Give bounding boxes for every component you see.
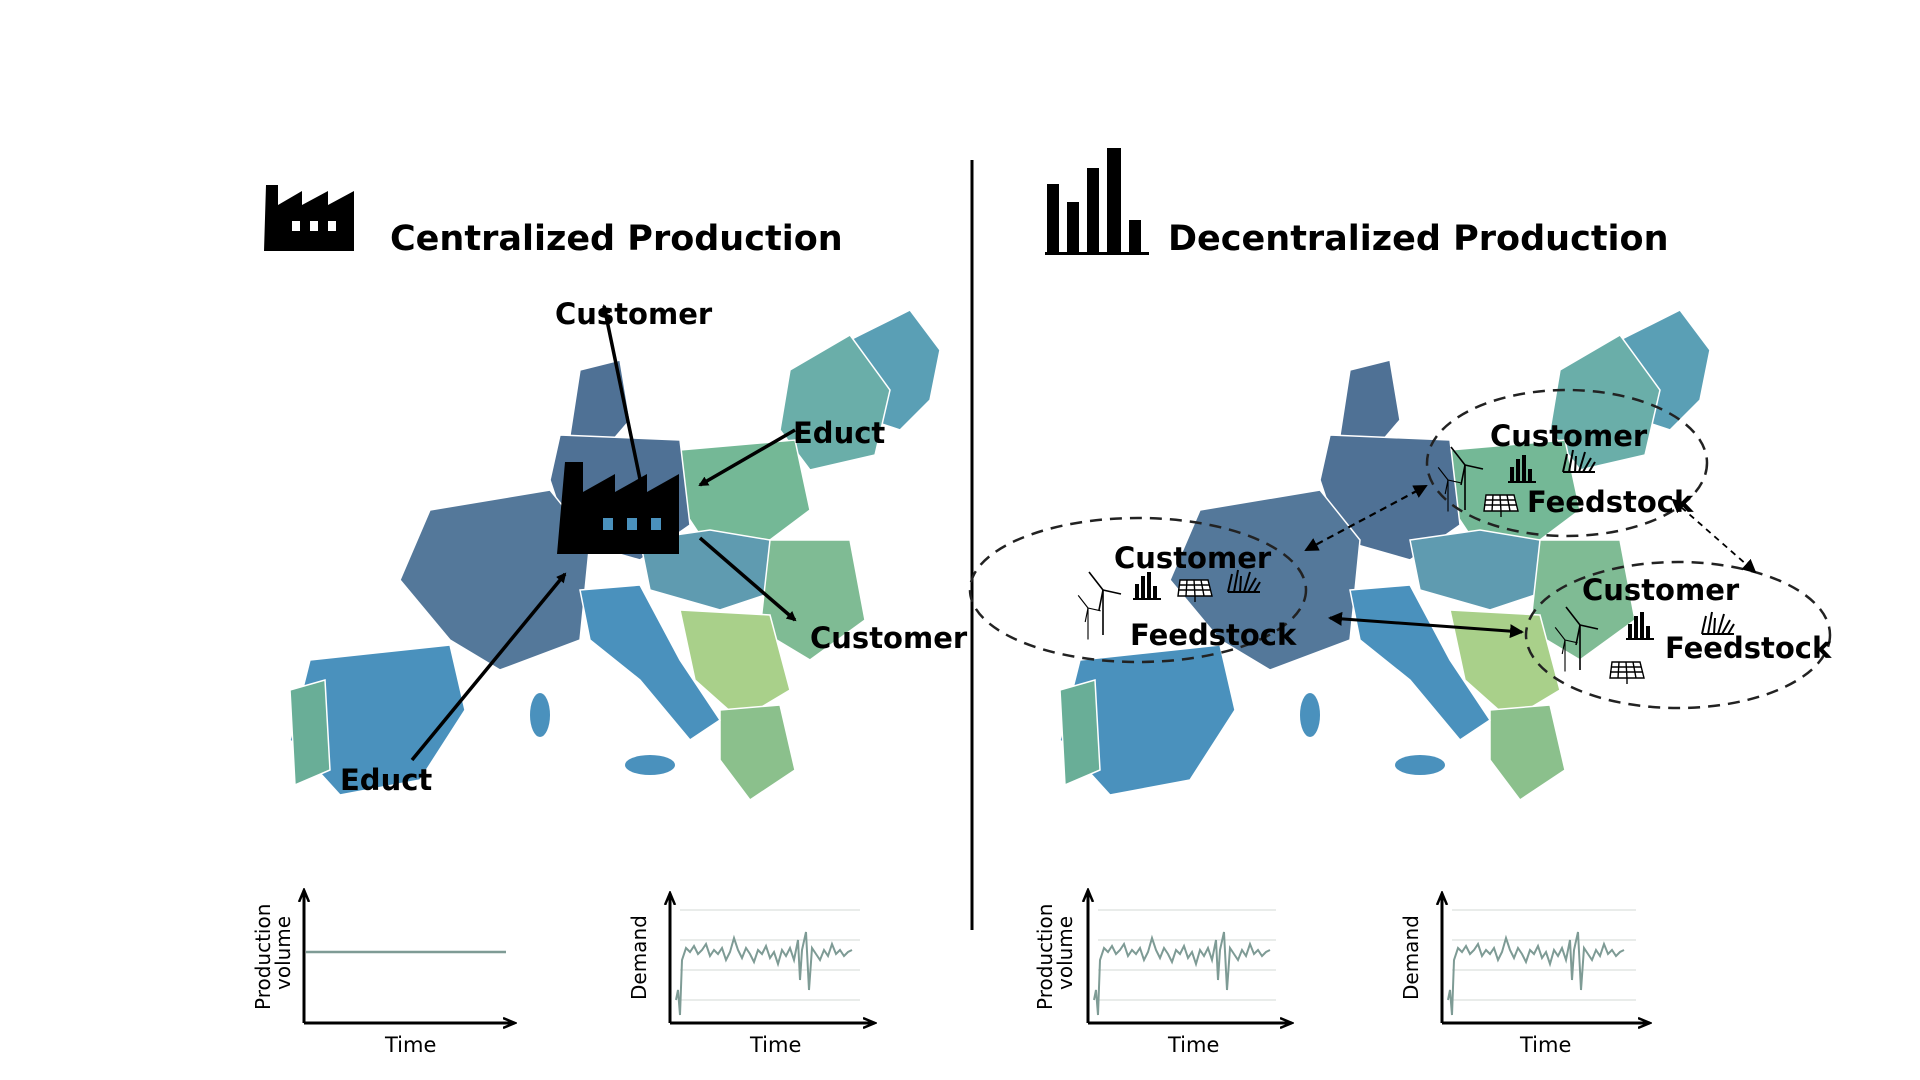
right-demand-xlabel: Time xyxy=(1519,1033,1571,1057)
central-factory-icon xyxy=(557,462,679,554)
wind-turbine-icon xyxy=(1088,571,1122,636)
right-production-curve xyxy=(1093,931,1271,1016)
cluster-3-customer: Customer xyxy=(1582,573,1740,607)
centralized-title: Centralized Production xyxy=(390,219,843,259)
cluster-2-feedstock: Feedstock xyxy=(1130,618,1297,652)
right-demand-ylabel: Demand xyxy=(1399,915,1423,1000)
europe-map-left xyxy=(289,309,941,801)
factory-icon xyxy=(264,185,354,251)
label-educt-left: Educt xyxy=(340,763,432,797)
arrow-from-educt-left xyxy=(410,572,567,762)
label-educt-right: Educt xyxy=(793,416,885,450)
left-production-ylabel-2: volume xyxy=(271,916,295,990)
cluster-1-customer: Customer xyxy=(1490,419,1648,453)
cluster-2-customer: Customer xyxy=(1114,541,1272,575)
centralized-panel: Centralized Production Customer Educt Cu… xyxy=(251,185,968,1057)
link-west-northeast xyxy=(1304,485,1428,551)
wind-turbine-icon xyxy=(1077,594,1102,641)
link-northeast-southeast xyxy=(1671,498,1757,574)
cluster-3-feedstock: Feedstock xyxy=(1665,631,1832,665)
left-demand-ylabel: Demand xyxy=(627,915,651,1000)
left-demand-xlabel: Time xyxy=(749,1033,801,1057)
right-production-chart: Production volume Time xyxy=(1033,890,1292,1057)
cluster-1-feedstock: Feedstock xyxy=(1527,485,1694,519)
cluster-south-east: Customer Feedstock xyxy=(1524,560,1832,710)
right-production-ylabel-2: volume xyxy=(1053,916,1077,990)
left-production-chart: Production volume Time xyxy=(251,890,515,1057)
right-production-ylabel-1: Production xyxy=(1033,904,1057,1010)
label-customer-top: Customer xyxy=(555,297,713,331)
bar-chart-icon xyxy=(1045,148,1149,255)
right-production-xlabel: Time xyxy=(1167,1033,1219,1057)
arrow-from-educt-right xyxy=(698,428,796,487)
right-demand-curve xyxy=(1447,931,1625,1016)
arrow-to-customer-top xyxy=(600,304,643,485)
decentralized-title: Decentralized Production xyxy=(1168,219,1669,259)
label-customer-right: Customer xyxy=(810,621,968,655)
link-west-southeast xyxy=(1328,611,1524,639)
left-demand-chart: Demand Time xyxy=(627,893,875,1057)
right-demand-chart: Demand Time xyxy=(1399,893,1650,1057)
bar-chart-icon-small xyxy=(1133,572,1161,600)
cluster-west: Customer Feedstock xyxy=(968,516,1308,664)
left-production-xlabel: Time xyxy=(384,1033,436,1057)
arrow-to-customer-right xyxy=(698,536,797,622)
cluster-north-east: Customer Feedstock xyxy=(1425,388,1709,538)
left-demand-curve xyxy=(675,931,853,1016)
solar-panel-icon xyxy=(1609,661,1645,685)
left-production-ylabel-1: Production xyxy=(251,904,275,1010)
decentralized-panel: Decentralized Production Customer Feedst… xyxy=(968,148,1832,1057)
